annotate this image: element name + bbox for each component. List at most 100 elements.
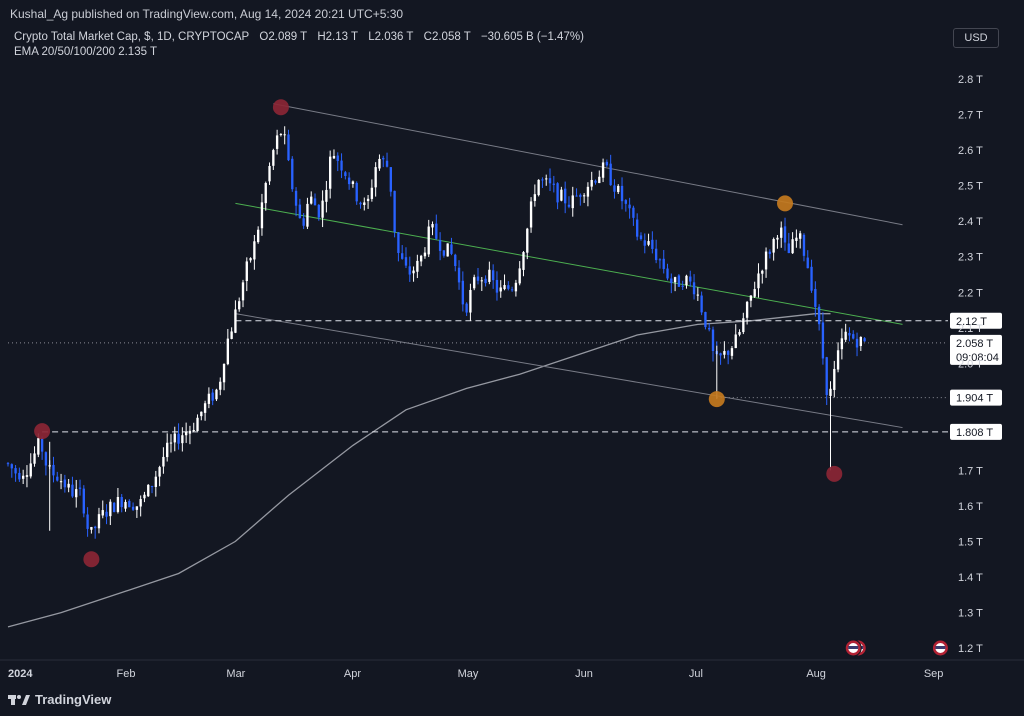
- price-axis-tick-label: 1.3 T: [958, 608, 983, 620]
- candle-body: [374, 167, 377, 188]
- candle-body: [852, 334, 855, 339]
- candle-body: [306, 203, 309, 227]
- candle-body: [564, 188, 567, 204]
- candle-body: [537, 179, 540, 196]
- candle-body: [226, 338, 230, 365]
- event-flag-stripe: [935, 646, 946, 649]
- candle-body: [37, 438, 40, 455]
- candle-body: [40, 438, 44, 452]
- pivot-marker-red[interactable]: [83, 551, 100, 568]
- candle-body: [389, 167, 392, 192]
- candle-body: [397, 232, 400, 253]
- candle-body: [340, 160, 343, 171]
- pivot-marker-red[interactable]: [34, 423, 51, 440]
- candle-body: [480, 280, 483, 282]
- mid-channel-line[interactable]: [235, 202, 903, 325]
- candle-body: [757, 273, 760, 289]
- candle-body: [416, 260, 419, 272]
- pivot-marker-red[interactable]: [272, 99, 289, 116]
- candle-body: [734, 334, 737, 349]
- time-axis-label: Sep: [924, 668, 944, 680]
- candle-body: [749, 295, 753, 301]
- price-axis-tick-label: 2.5 T: [958, 181, 983, 193]
- time-axis-label: Feb: [117, 668, 136, 680]
- candle-body: [639, 235, 643, 240]
- candle-body: [647, 241, 650, 245]
- symbol-title[interactable]: Crypto Total Market Cap, $, 1D, CRYPTOCA…: [14, 31, 250, 43]
- candle-body: [613, 185, 616, 192]
- candle-body: [863, 338, 866, 342]
- economic-event-icon[interactable]: [844, 639, 862, 657]
- candle-body: [44, 452, 48, 466]
- candle-body: [620, 185, 624, 202]
- candle-body: [385, 160, 389, 167]
- candle-body: [56, 476, 59, 481]
- candle-body: [241, 282, 245, 301]
- candle-body: [821, 322, 825, 359]
- candle-body: [59, 481, 63, 483]
- candle-body: [723, 351, 726, 355]
- candle-body: [586, 186, 590, 197]
- candle-body: [666, 268, 669, 279]
- candle-body: [491, 270, 495, 281]
- time-axis: 2024 Feb Mar Apr May Jun Jul Aug Sep: [8, 668, 943, 680]
- candle-body: [855, 338, 859, 348]
- candle-body: [442, 250, 446, 256]
- candle-body: [579, 194, 582, 197]
- candle-body: [556, 183, 559, 203]
- candle-body: [264, 183, 267, 204]
- candle-body: [298, 204, 302, 219]
- candle-body: [219, 381, 222, 390]
- candle-body: [745, 301, 749, 318]
- candle-body: [188, 430, 192, 434]
- candle-body: [268, 166, 271, 182]
- candle-body: [795, 237, 798, 241]
- economic-event-icon[interactable]: [931, 639, 949, 657]
- publish-banner: Kushal_Ag published on TradingView.com, …: [0, 0, 1024, 28]
- candle-body: [382, 157, 385, 160]
- candle-body: [575, 195, 578, 197]
- candle-body: [162, 456, 165, 467]
- candle-body: [294, 190, 298, 206]
- price-axis-tick-label: 1.5 T: [958, 536, 983, 548]
- pivot-marker-red[interactable]: [826, 465, 843, 482]
- tradingview-logo[interactable]: TradingView: [8, 692, 111, 707]
- candle-body: [211, 392, 214, 401]
- price-axis-tick-label: 1.7 T: [958, 465, 983, 477]
- indicator-legend[interactable]: EMA 20/50/100/200 2.135 T: [14, 46, 157, 58]
- candle-body: [101, 510, 104, 516]
- pivot-marker-orange[interactable]: [708, 391, 725, 408]
- open-value: O2.089 T: [259, 31, 308, 43]
- candle-body: [412, 270, 415, 274]
- candle-body: [499, 287, 502, 292]
- candle-body: [347, 177, 351, 185]
- candle-body: [222, 363, 226, 383]
- level-tag[interactable]: [950, 389, 1002, 406]
- currency-button[interactable]: USD: [953, 28, 999, 48]
- candle-body: [245, 261, 248, 281]
- candle-body: [552, 183, 555, 185]
- candle-body: [181, 435, 184, 444]
- candle-body: [518, 268, 521, 284]
- candle-body: [624, 200, 627, 204]
- price-axis-tick-label: 2.1 T: [958, 323, 983, 335]
- level-tag[interactable]: [950, 334, 1002, 365]
- pivot-marker-orange[interactable]: [777, 195, 794, 212]
- candle-body: [279, 134, 283, 136]
- level-tag[interactable]: [950, 423, 1002, 440]
- candle-body: [488, 269, 491, 282]
- candle-body: [791, 239, 794, 254]
- upper-channel-line[interactable]: [273, 103, 903, 226]
- candle-body: [366, 198, 370, 202]
- level-tag-label: 2.12 T: [956, 316, 987, 328]
- candle-body: [711, 329, 715, 351]
- candle-body: [730, 348, 734, 356]
- candle-body: [52, 464, 55, 476]
- candle-body: [465, 303, 468, 313]
- lower-channel-line[interactable]: [235, 313, 903, 429]
- candle-body: [94, 526, 97, 529]
- level-tag[interactable]: [950, 312, 1002, 329]
- candle-body: [135, 506, 139, 510]
- candle-body: [408, 266, 411, 275]
